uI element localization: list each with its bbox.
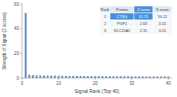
bar (25, 13, 27, 78)
bar (142, 76, 144, 78)
table-text: 52.75 (139, 15, 149, 19)
bar (138, 76, 140, 78)
y-axis (22, 4, 23, 78)
bar (43, 76, 45, 78)
y-tick-label: 40 (14, 26, 20, 31)
bar (164, 76, 166, 78)
bar (39, 75, 41, 78)
y-tick (20, 28, 22, 29)
table-cell (153, 13, 172, 20)
bar (149, 76, 151, 78)
table-cell (100, 13, 110, 20)
bar (101, 76, 103, 78)
bar (76, 76, 78, 78)
bar (69, 76, 71, 78)
bar (98, 76, 100, 78)
bar (58, 76, 60, 78)
table-header: Protein (116, 8, 128, 12)
bar (72, 76, 74, 78)
table-cell (134, 20, 153, 27)
table-text: CTSG (117, 15, 128, 19)
bar (116, 76, 118, 78)
bar (112, 76, 114, 78)
bar (109, 76, 111, 78)
table-text: 0.11 (159, 29, 166, 33)
table-header: Z score (137, 8, 150, 12)
x-axis-label: Signal Rank (Top 40) (75, 89, 120, 94)
table-cell (110, 13, 134, 20)
y-tick-label: 60 (14, 2, 20, 7)
bar (47, 76, 49, 78)
table-text: 2.63 (140, 22, 147, 26)
table-header: Rank (101, 8, 110, 12)
table-text: 2.31 (140, 29, 147, 33)
table-text: 3 (104, 29, 106, 33)
table-cell (110, 20, 134, 27)
bar (54, 76, 56, 78)
table-text: 2 (104, 22, 106, 26)
table-cell (110, 27, 134, 34)
table-cell (100, 6, 110, 13)
y-tick (20, 4, 22, 5)
table-cell (153, 20, 172, 27)
bar (32, 75, 34, 78)
y-tick (20, 53, 22, 54)
table-cell (100, 20, 110, 27)
bar (65, 76, 67, 78)
y-tick-label: 0 (16, 76, 19, 81)
table-cell (134, 6, 153, 13)
bar (123, 76, 125, 78)
table-cell (153, 27, 172, 34)
y-axis-label: Strength of Signal (Z scores) (2, 12, 7, 70)
bar (145, 76, 147, 78)
bar (28, 75, 30, 78)
table-cell (134, 27, 153, 34)
table-text: PGP1 (117, 22, 127, 26)
bar (105, 76, 107, 78)
x-tick-label: 20 (93, 81, 99, 86)
table-text: 50.12 (158, 15, 168, 19)
table-cell (100, 27, 110, 34)
x-tick-label: 30 (129, 81, 135, 86)
bars (25, 13, 170, 78)
bar (160, 76, 162, 78)
bar (131, 76, 133, 78)
bar (94, 76, 96, 78)
bar (83, 76, 85, 78)
bar (156, 76, 158, 78)
bar (167, 77, 169, 78)
bar (91, 76, 93, 78)
bar (80, 76, 82, 78)
table-text: 1 (104, 15, 106, 19)
table-text: 0.32 (159, 22, 166, 26)
x-tick-label: 40 (166, 81, 172, 86)
table-header: S score (156, 8, 169, 12)
bar (134, 76, 136, 78)
bar (61, 76, 63, 78)
x-tick-label: 10 (56, 81, 62, 86)
table-cell (153, 6, 172, 13)
bar (153, 76, 155, 78)
table-cell (134, 13, 153, 20)
bar (127, 76, 129, 78)
chart: 0 20 40 60 0 10 20 30 40 Signal Rank (Top 40) Stre… (0, 0, 177, 97)
bar (50, 76, 52, 78)
y-tick-label: 20 (14, 51, 20, 56)
bar (36, 75, 38, 78)
bar (87, 76, 89, 78)
table-cell (110, 6, 134, 13)
x-tick-label: 0 (21, 81, 24, 86)
bar (120, 76, 122, 78)
table: Rank Protein Z score S score 1 CTSG 52.75 50.12… (100, 6, 172, 34)
table-text: SLC25A2 (114, 29, 130, 33)
